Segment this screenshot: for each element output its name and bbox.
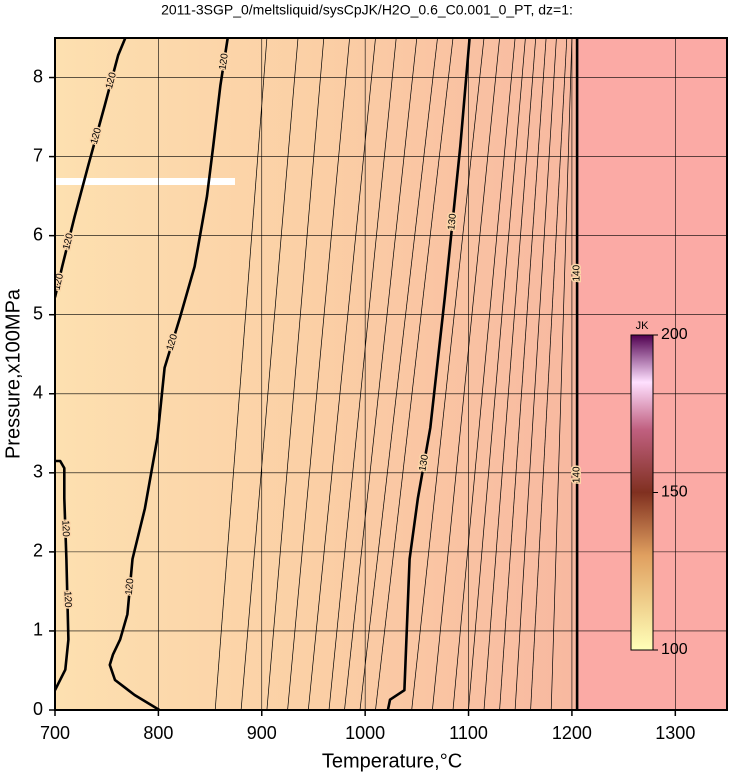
y-tick-label: 5 — [33, 303, 43, 323]
colorbar-tick-label: 150 — [661, 484, 688, 501]
y-tick-label: 1 — [33, 620, 43, 640]
minor-contour — [432, 38, 500, 710]
minor-contour — [411, 38, 485, 710]
minor-contour — [483, 38, 537, 710]
colorbar — [630, 334, 654, 651]
data-gap — [55, 178, 235, 185]
colorbar-tick-label: 200 — [661, 326, 688, 343]
minor-contour — [287, 38, 350, 710]
minor-contour — [499, 38, 547, 710]
x-tick-label: 1000 — [345, 723, 385, 743]
minor-contour — [375, 38, 454, 710]
x-tick-label: 1200 — [552, 723, 592, 743]
major-contour — [55, 459, 70, 691]
contour-label: 120 — [217, 52, 230, 71]
major-contour — [108, 38, 229, 710]
minor-contour — [214, 38, 268, 710]
minor-contour — [550, 38, 573, 710]
x-tick-label: 1100 — [449, 723, 488, 743]
x-tick-label: 800 — [143, 723, 173, 743]
major-contour — [386, 38, 471, 710]
y-tick-label: 6 — [33, 224, 43, 244]
chart-title: 2011-3SGP_0/meltsliquid/sysCpJK/H2O_0.6_… — [161, 2, 573, 18]
y-tick-label: 2 — [33, 541, 43, 561]
colorbar-tick-label: 100 — [661, 641, 688, 658]
y-tick-label: 0 — [33, 699, 43, 719]
minor-contour — [514, 38, 557, 710]
colorbar-label: JK — [636, 320, 650, 332]
y-tick-label: 8 — [33, 66, 43, 86]
minor-contour — [344, 38, 418, 710]
x-axis-label: Temperature,°C — [322, 750, 462, 772]
minor-contour — [452, 38, 516, 710]
background — [55, 38, 577, 710]
contour-label: 130 — [446, 213, 459, 231]
minor-contour — [530, 38, 568, 710]
y-tick-label: 4 — [33, 383, 43, 403]
y-tick-label: 3 — [33, 462, 43, 482]
x-tick-label: 900 — [247, 723, 277, 743]
contour-label: 140 — [572, 264, 583, 281]
y-axis-label: Pressure,x100MPa — [2, 288, 24, 459]
contour-label: 120 — [124, 577, 137, 595]
major-contour — [55, 38, 127, 298]
minor-contour — [468, 38, 526, 710]
plot-frame — [54, 37, 728, 711]
x-tick-label: 700 — [40, 723, 70, 743]
minor-contour — [328, 38, 397, 710]
minor-contour — [266, 38, 325, 710]
contour-label: 120 — [89, 126, 104, 145]
contour-label: 140 — [572, 466, 583, 483]
contour-label: 120 — [62, 591, 73, 608]
contour-label: 130 — [417, 453, 431, 472]
contour-label: 120 — [59, 520, 71, 537]
x-tick-label: 1300 — [655, 723, 695, 743]
minor-contour — [359, 38, 438, 710]
minor-contour — [307, 38, 376, 710]
minor-contour — [240, 38, 299, 710]
y-tick-label: 7 — [33, 145, 43, 165]
